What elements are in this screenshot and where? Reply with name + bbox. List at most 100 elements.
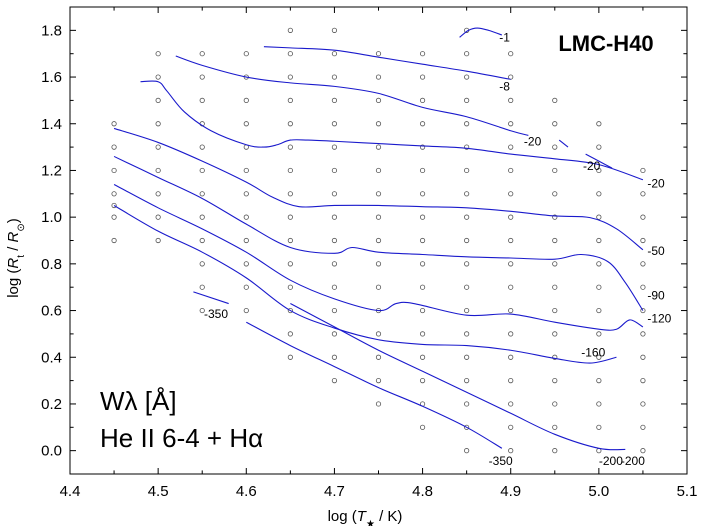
grid-point [155,74,161,80]
y-tick-label: 1.6 [41,69,62,86]
grid-point [331,144,338,150]
contour-line [263,46,511,80]
grid-point [375,284,382,290]
grid-point [111,191,117,197]
grid-point [596,331,602,337]
grid-point [508,237,514,244]
grid-point [552,121,558,127]
grid-point [375,74,382,80]
grid-point [375,377,382,384]
grid-point [640,261,646,267]
grid-point [199,237,205,244]
grid-point [508,401,514,407]
grid-point [331,191,338,197]
grid-point [287,27,293,33]
grid-point [375,354,382,360]
grid-point [508,448,514,454]
model-grid-points [111,27,646,454]
grid-point [464,237,470,244]
grid-point [199,74,205,80]
grid-point [331,121,338,127]
grid-point [375,237,382,244]
contour-label: -90 [647,288,665,302]
grid-point [287,284,293,290]
grid-point [464,74,470,80]
grid-point [552,214,558,220]
contour-label: -160 [581,346,605,360]
grid-point [287,191,293,197]
grid-point [243,191,249,197]
grid-point [596,121,602,127]
grid-point [508,354,514,360]
contour-labels: -1 -8 -20 -20 -20 -50 -90 -120 -160 -350 -350 -200-… [204,30,672,468]
grid-point [464,284,470,290]
grid-point [508,284,514,290]
grid-point [375,214,382,220]
grid-point [155,214,161,220]
grid-point [155,144,161,150]
contour-label: -50 [647,244,665,258]
grid-point [552,97,558,104]
x-tick-label: 4.8 [412,483,433,500]
grid-point [596,354,602,360]
grid-point [243,97,249,104]
grid-point [419,354,426,360]
grid-point [508,377,514,384]
grid-point [640,307,646,314]
grid-point [111,214,117,220]
contour-line [459,27,503,38]
grid-point [331,261,338,267]
grid-point [375,51,382,57]
grid-point [596,167,602,174]
grid-point [375,144,382,150]
grid-point [331,237,338,244]
grid-point [419,191,426,197]
grid-point [464,121,470,127]
grid-point [287,121,293,127]
grid-point [419,97,426,104]
axis-ticks [69,6,688,475]
grid-point [419,377,426,384]
grid-point [111,202,117,209]
grid-point [508,97,514,104]
grid-point [596,284,602,290]
grid-point [640,424,646,430]
grid-point [552,167,558,174]
grid-point [331,354,338,360]
grid-point [640,401,646,407]
grid-point [331,27,338,33]
grid-point [111,121,117,127]
x-axis-label: log (T★ / K) [328,508,403,526]
y-tick-label: 1.4 [41,116,62,133]
grid-point [155,167,161,174]
x-tick-label: 4.5 [148,483,169,500]
contour-label: -1 [499,30,510,44]
grid-point [552,284,558,290]
grid-point [552,191,558,197]
grid-point [640,191,646,197]
grid-point [640,331,646,337]
grid-point [287,97,293,104]
grid-point [552,448,558,454]
grid-point [464,97,470,104]
y-tick-labels: 0.0 0.2 0.4 0.6 0.8 1.0 1.2 1.4 1.6 1.8 [41,22,62,459]
grid-point [287,144,293,150]
grid-point [419,167,426,174]
grid-point [464,424,470,430]
grid-point [155,237,161,244]
y-tick-label: 1.8 [41,22,62,39]
grid-point [508,121,514,127]
grid-point [419,214,426,220]
grid-point [552,354,558,360]
contour-lines [113,27,644,451]
grid-point [287,354,293,360]
grid-point [419,144,426,150]
y-tick-label: 0.6 [41,303,62,320]
grid-point [552,307,558,314]
grid-point [464,51,470,57]
grid-point [155,97,161,104]
grid-point [508,307,514,314]
grid-point [375,121,382,127]
grid-point [419,284,426,290]
grid-point [331,97,338,104]
